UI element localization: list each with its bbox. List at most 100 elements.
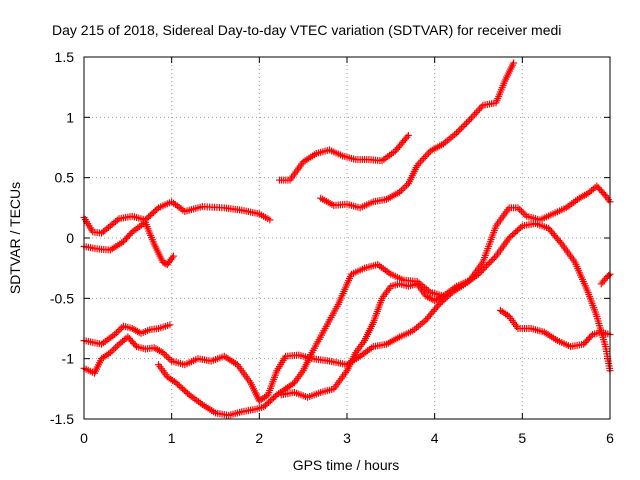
track-8-point xyxy=(510,59,518,67)
track-4-point xyxy=(482,262,490,270)
track-4-point xyxy=(437,299,445,307)
track-5-point xyxy=(260,403,268,411)
track-1-point xyxy=(146,211,154,219)
track-1-point xyxy=(143,214,151,222)
y-tick-label: 0 xyxy=(66,230,74,246)
track-8-point xyxy=(471,110,479,118)
x-tick-label: 4 xyxy=(431,430,439,446)
grid-lines xyxy=(84,57,610,419)
y-tick-label: -1.5 xyxy=(50,411,74,427)
track-7-point xyxy=(404,131,412,139)
track-8-point xyxy=(421,153,429,161)
x-tick-label: 0 xyxy=(80,430,88,446)
track-8-point xyxy=(461,121,469,129)
track-4-point xyxy=(512,228,520,236)
track-8-point xyxy=(464,117,472,125)
track-4-point xyxy=(487,257,495,265)
track-8-point xyxy=(459,122,467,130)
x-tick-label: 3 xyxy=(343,430,351,446)
y-tick-label: 1 xyxy=(66,109,74,125)
track-5-point xyxy=(519,209,527,217)
y-tick-label: 0.5 xyxy=(55,170,75,186)
track-5-point xyxy=(177,383,185,391)
track-3-point xyxy=(114,327,122,335)
track-10-point xyxy=(600,276,608,284)
track-4-point xyxy=(507,232,515,240)
y-axis-label: SDTVAR / TECUs xyxy=(7,182,23,294)
x-tick-label: 6 xyxy=(606,430,614,446)
track-8-point xyxy=(469,112,477,120)
track-1-point xyxy=(145,213,153,221)
track-4-point xyxy=(489,255,497,263)
x-axis-label: GPS time / hours xyxy=(293,457,400,473)
track-5-point xyxy=(261,401,269,409)
track-1-point xyxy=(150,208,158,216)
track-4-point xyxy=(490,254,498,262)
track-5-point xyxy=(263,400,271,408)
track-8-point xyxy=(453,129,461,137)
track-4-point xyxy=(131,341,139,349)
track-4-point xyxy=(505,234,513,242)
track-4-point xyxy=(112,344,120,352)
track-8-point xyxy=(474,107,482,115)
track-10-point xyxy=(599,278,607,286)
track-5-point xyxy=(266,397,274,405)
plot-frame xyxy=(83,56,611,420)
track-5-point xyxy=(600,190,608,198)
track-2-point xyxy=(168,254,176,262)
track-8-point xyxy=(399,185,407,193)
track-2-point xyxy=(169,252,177,260)
axis-ticks: 0 1 2 3 4 5 6 -1.5 -1 -0.5 0 0.5 1 1.5 xyxy=(50,49,614,446)
track-8-point xyxy=(423,151,431,159)
track-3-point xyxy=(112,329,120,337)
track-5-point xyxy=(184,389,192,397)
track-1-point xyxy=(151,207,159,215)
x-tick-label: 2 xyxy=(255,430,263,446)
track-8-point xyxy=(472,109,480,117)
track-4-point xyxy=(113,342,121,350)
track-2-point xyxy=(127,230,135,238)
track-5-point xyxy=(180,386,188,394)
track-5-point xyxy=(182,388,190,396)
track-6-point xyxy=(439,292,447,300)
track-8-point xyxy=(458,124,466,132)
y-tick-label: 1.5 xyxy=(55,49,75,65)
track-5-point xyxy=(179,385,187,393)
track-4-point xyxy=(164,354,172,362)
track-1-point xyxy=(153,205,161,213)
track-4-point xyxy=(510,229,518,237)
track-8-point xyxy=(462,119,470,127)
track-4-point xyxy=(479,265,487,273)
track-4-point xyxy=(435,300,443,308)
y-tick-label: -1 xyxy=(62,351,75,367)
x-tick-label: 5 xyxy=(518,430,526,446)
x-tick-label: 1 xyxy=(168,430,176,446)
track-4-point xyxy=(515,225,523,233)
track-5-point xyxy=(516,206,524,214)
track-8-point xyxy=(401,183,409,191)
track-10-point xyxy=(597,280,605,288)
track-10-point xyxy=(605,271,613,279)
track-4-point xyxy=(110,345,118,353)
track-5-point xyxy=(270,394,278,402)
track-8-point xyxy=(454,127,462,135)
track-4-point xyxy=(486,259,494,267)
track-4-point xyxy=(513,226,521,234)
track-3-point xyxy=(118,324,126,332)
track-5-point xyxy=(268,395,276,403)
track-1-point xyxy=(148,210,156,218)
track-4-point xyxy=(484,260,492,268)
track-5-point xyxy=(172,379,180,387)
track-4-point xyxy=(517,223,525,231)
track-8-point xyxy=(467,114,475,122)
track-5-point xyxy=(175,382,183,390)
track-1-point xyxy=(266,216,274,224)
track-8-point xyxy=(456,126,464,134)
track-4-point xyxy=(481,264,489,272)
track-5-point xyxy=(174,380,182,388)
track-8-point xyxy=(476,105,484,113)
chart-title: Day 215 of 2018, Sidereal Day-to-day VTE… xyxy=(52,22,561,38)
track-8-point xyxy=(416,158,424,166)
track-9-point xyxy=(587,332,595,340)
